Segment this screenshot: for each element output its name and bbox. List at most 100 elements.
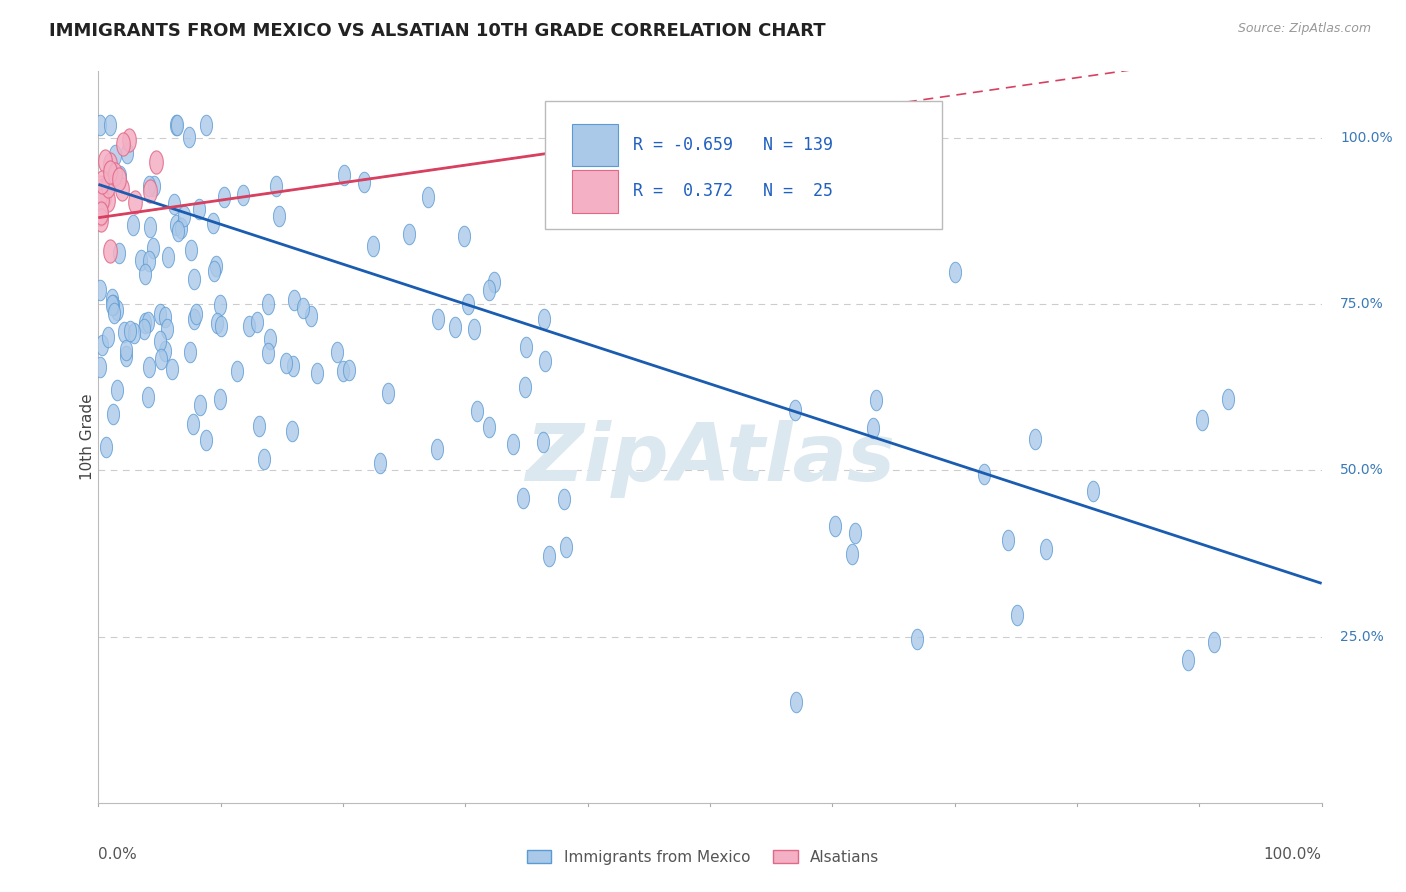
Point [785, 695, 807, 709]
Point [112, 137, 135, 152]
Point [416, 190, 439, 204]
Point [202, 264, 225, 278]
Point [124, 195, 146, 210]
Point [89, 184, 111, 198]
Point [274, 356, 297, 370]
Point [149, 351, 172, 366]
Point [149, 334, 172, 349]
Point [118, 133, 141, 147]
Point [862, 421, 884, 435]
Point [96, 176, 118, 190]
Point [129, 252, 152, 267]
Point [443, 320, 465, 334]
Point [134, 317, 156, 331]
Point [97, 330, 120, 344]
Point [170, 221, 193, 235]
Point [194, 118, 217, 132]
Text: Source: ZipAtlas.com: Source: ZipAtlas.com [1237, 22, 1371, 36]
Point [533, 311, 555, 326]
Point [238, 319, 260, 334]
Point [205, 317, 228, 331]
Point [183, 272, 205, 286]
Point [332, 363, 354, 377]
Point [1035, 542, 1057, 557]
FancyBboxPatch shape [572, 124, 619, 167]
Point [139, 184, 162, 198]
Point [841, 548, 863, 562]
Point [377, 386, 399, 401]
Point [157, 250, 180, 264]
Point [166, 118, 188, 132]
Text: R =  0.372   N =  25: R = 0.372 N = 25 [633, 182, 832, 201]
Point [512, 491, 534, 505]
Point [905, 632, 928, 646]
Point [179, 344, 201, 359]
Point [101, 298, 124, 312]
Point [353, 175, 375, 189]
Point [824, 519, 846, 533]
Point [180, 243, 202, 257]
Point [188, 202, 211, 216]
Point [94, 153, 117, 168]
Point [138, 179, 160, 194]
Point [292, 301, 315, 315]
Point [538, 549, 561, 563]
Point [337, 362, 360, 376]
Point [531, 434, 554, 449]
Point [534, 354, 557, 368]
Point [188, 398, 211, 412]
Point [245, 315, 267, 329]
Point [299, 310, 322, 324]
Text: 100.0%: 100.0% [1264, 847, 1322, 862]
Point [1218, 392, 1240, 406]
Point [426, 442, 449, 456]
Point [1081, 483, 1104, 498]
Point [165, 218, 187, 232]
Point [226, 364, 249, 378]
Point [91, 193, 114, 207]
Point [117, 145, 139, 160]
Point [186, 308, 208, 322]
Point [1024, 432, 1046, 446]
Point [256, 297, 278, 311]
Text: 100.0%: 100.0% [1340, 131, 1392, 145]
Point [484, 275, 506, 289]
Point [370, 456, 392, 470]
Point [269, 209, 291, 223]
Point [115, 349, 138, 363]
Text: 75.0%: 75.0% [1340, 297, 1384, 311]
Y-axis label: 10th Grade: 10th Grade [80, 393, 94, 481]
Point [156, 322, 179, 336]
Point [865, 392, 887, 407]
Point [783, 403, 806, 417]
Point [149, 307, 172, 321]
Point [104, 148, 127, 162]
Point [89, 207, 111, 221]
Point [98, 118, 121, 132]
Point [142, 241, 165, 255]
Point [132, 322, 155, 336]
Text: 25.0%: 25.0% [1340, 630, 1384, 643]
Point [665, 160, 688, 174]
Point [181, 417, 204, 432]
Point [153, 310, 176, 325]
Point [943, 265, 966, 279]
Point [1007, 608, 1029, 623]
Point [163, 196, 186, 211]
Point [108, 246, 131, 260]
Point [143, 178, 166, 193]
Point [139, 220, 162, 235]
Point [138, 359, 160, 374]
Point [103, 306, 125, 320]
Point [153, 344, 176, 359]
Point [107, 172, 129, 186]
Point [283, 359, 305, 373]
Point [122, 326, 145, 340]
Point [209, 298, 232, 312]
Point [98, 157, 121, 171]
Point [138, 253, 160, 268]
Point [89, 179, 111, 194]
Point [1177, 653, 1199, 667]
Point [478, 420, 501, 434]
Point [101, 298, 124, 312]
